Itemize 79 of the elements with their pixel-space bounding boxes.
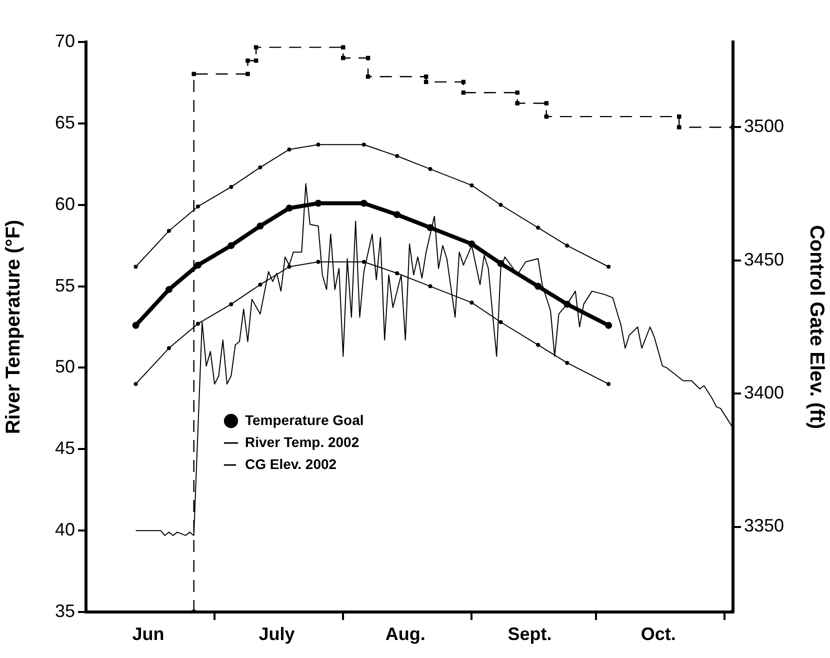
y-tick-label: 40	[54, 520, 75, 540]
point	[254, 58, 258, 63]
point	[498, 320, 503, 324]
point	[395, 271, 400, 276]
x-tick-label: Sept.	[508, 624, 552, 644]
y-tick-label: 50	[54, 356, 75, 377]
point	[341, 56, 346, 60]
point	[515, 101, 520, 106]
point	[470, 183, 474, 188]
point	[316, 142, 320, 147]
point	[246, 72, 250, 76]
point	[286, 204, 293, 212]
point	[498, 202, 503, 207]
point	[228, 242, 235, 250]
point	[196, 322, 200, 326]
point	[341, 45, 346, 50]
y-axis-title: River Temperature (°F)	[2, 220, 25, 434]
point	[426, 224, 434, 232]
point	[605, 322, 612, 329]
legend-label: River Temp. 2002	[245, 434, 360, 450]
point	[470, 300, 474, 305]
y-tick-label: 55	[54, 275, 75, 296]
legend-label: CG Elev. 2002	[245, 456, 337, 472]
point	[428, 284, 432, 288]
point	[134, 264, 138, 269]
y-tick-label: 45	[54, 438, 75, 458]
point	[166, 346, 171, 350]
x-tick-label: Aug.	[385, 624, 426, 644]
point	[287, 147, 292, 152]
point	[360, 200, 368, 207]
point	[134, 382, 138, 386]
point	[166, 228, 171, 233]
point	[606, 264, 611, 269]
point	[534, 282, 542, 290]
y2-tick-label: 3450	[744, 249, 784, 270]
point	[196, 204, 200, 208]
legend-label: Temperature Goal	[245, 412, 364, 428]
y2-axis-title: Control Gate Elev. (ft)	[805, 224, 828, 430]
point	[256, 222, 264, 230]
point	[606, 382, 611, 386]
point	[132, 322, 140, 329]
point	[258, 165, 262, 170]
point	[676, 125, 682, 130]
point	[395, 154, 400, 158]
point	[192, 72, 196, 76]
point	[314, 200, 322, 207]
point	[565, 360, 570, 365]
point	[165, 286, 172, 294]
point	[564, 300, 571, 308]
point	[468, 240, 476, 248]
x-tick-label: Oct.	[640, 624, 676, 644]
y-tick-label: 60	[54, 194, 75, 214]
x-tick-label: July	[258, 624, 295, 644]
y2-tick-label: 3400	[744, 382, 784, 403]
y2-tick-label: 3500	[744, 116, 784, 136]
point	[229, 302, 234, 306]
point	[287, 264, 292, 269]
point	[254, 45, 258, 50]
y2-tick-label: 3350	[744, 516, 784, 536]
point	[316, 260, 320, 264]
point	[394, 211, 401, 218]
point	[229, 184, 234, 189]
point	[536, 342, 540, 347]
y-tick-label: 70	[54, 30, 75, 51]
point	[362, 142, 366, 147]
x-tick-label: Jun	[132, 624, 164, 644]
point	[544, 114, 548, 119]
point	[362, 260, 366, 264]
point	[536, 226, 540, 230]
point	[258, 282, 262, 287]
point	[544, 101, 548, 106]
point	[194, 262, 202, 269]
point	[515, 90, 520, 95]
point	[565, 244, 570, 248]
y-tick-label: 35	[54, 600, 75, 621]
point	[497, 260, 504, 267]
y-tick-label: 65	[54, 112, 75, 132]
point	[246, 58, 250, 63]
point	[428, 167, 432, 172]
